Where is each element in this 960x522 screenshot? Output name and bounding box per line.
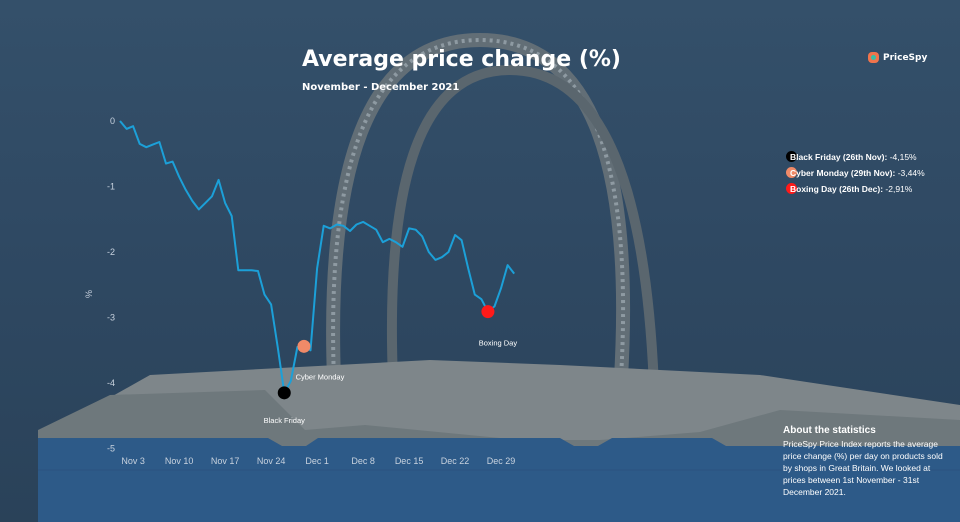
about-body: PriceSpy Price Index reports the average… — [783, 439, 943, 497]
bag-handle-front — [386, 64, 660, 421]
legend-label: Boxing Day (26th Dec): — [790, 184, 884, 194]
red-dot-icon — [786, 183, 797, 194]
x-tick-label: Dec 8 — [351, 456, 375, 466]
x-tick-label: Dec 1 — [305, 456, 329, 466]
marker-label: Black Friday — [264, 416, 306, 425]
chart-subtitle: November - December 2021 — [302, 82, 460, 93]
legend-value: -4,15% — [889, 152, 917, 162]
about-title: About the statistics — [783, 425, 876, 436]
y-tick-label: 0 — [110, 116, 115, 126]
marker-cyber-monday — [297, 339, 311, 353]
x-tick-label: Dec 22 — [441, 456, 470, 466]
marker-label: Boxing Day — [479, 339, 518, 348]
black-dot-icon — [786, 151, 797, 162]
bag-body — [38, 438, 960, 522]
brand-name: PriceSpy — [883, 52, 928, 63]
legend-label: Cyber Monday (29th Nov): — [790, 168, 896, 178]
marker-black-friday — [277, 386, 291, 400]
y-tick-label: -2 — [107, 247, 115, 257]
price-change-line — [119, 120, 515, 394]
y-tick-label: -3 — [107, 313, 115, 323]
x-tick-label: Dec 29 — [487, 456, 516, 466]
pricespy-logo-icon — [868, 52, 879, 63]
legend-label: Black Friday (26th Nov): — [790, 152, 888, 162]
marker-boxing-day — [481, 305, 495, 319]
y-tick-label: -4 — [107, 378, 115, 388]
x-tick-label: Nov 10 — [165, 456, 194, 466]
chart-title: Average price change (%) — [302, 47, 621, 72]
x-tick-label: Nov 24 — [257, 456, 286, 466]
y-axis-label: % — [84, 290, 94, 298]
x-tick-label: Dec 15 — [395, 456, 424, 466]
y-tick-label: -1 — [107, 182, 115, 192]
legend-value: -3,44% — [897, 168, 925, 178]
bag-handle-back — [326, 32, 631, 421]
y-tick-label: -5 — [107, 444, 115, 454]
marker-label: Cyber Monday — [296, 372, 345, 381]
legend-value: -2,91% — [885, 184, 913, 194]
brand-logo: PriceSpy — [868, 52, 927, 63]
about-section: About the statistics PriceSpy Price Inde… — [783, 425, 953, 498]
x-tick-label: Nov 3 — [121, 456, 145, 466]
coral-dot-icon — [786, 167, 797, 178]
x-tick-label: Nov 17 — [211, 456, 240, 466]
